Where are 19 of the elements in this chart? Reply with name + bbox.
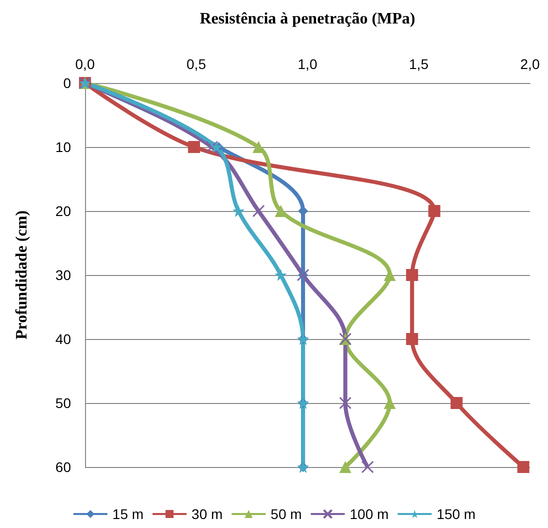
legend-label: 100 m [350, 506, 389, 522]
legend-label: 150 m [436, 506, 476, 522]
legend-label: 15 m [112, 506, 144, 522]
y-axis-title: Profundidade (cm) [14, 210, 30, 340]
y-tick-label: 20 [55, 203, 72, 219]
x-tick-label: 2,0 [520, 56, 540, 72]
x-tick-label: 0,5 [186, 56, 206, 72]
x-tick-label: 0,0 [75, 56, 95, 72]
y-tick-label: 10 [55, 139, 72, 155]
y-tick-label: 50 [55, 395, 72, 411]
x-tick-label: 1,0 [298, 56, 318, 72]
x-axis-title: Resistência à penetração (MPa) [200, 10, 416, 28]
legend-label: 50 m [270, 506, 302, 522]
x-tick-label: 1,5 [409, 56, 429, 72]
y-tick-label: 40 [55, 331, 72, 347]
y-tick-label: 60 [55, 459, 72, 475]
y-tick-label: 30 [55, 267, 72, 283]
y-tick-label: 0 [63, 75, 72, 91]
legend-label: 30 m [192, 506, 223, 522]
